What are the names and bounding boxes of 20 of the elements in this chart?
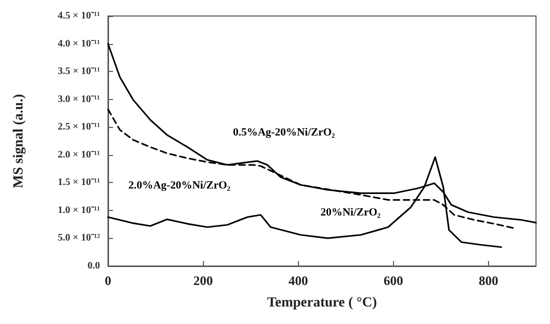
y-tick-label: 5.0 × 10⁻¹² (58, 232, 100, 244)
x-tick-label: 400 (288, 273, 308, 288)
y-tick-label: 2.5 × 10⁻¹¹ (58, 122, 100, 133)
y-tick-label: 1.5 × 10⁻¹¹ (58, 177, 100, 188)
x-axis-title: Temperature ( °C) (267, 296, 378, 310)
y-tick-label: 2.0 × 10⁻¹¹ (58, 149, 100, 160)
series-label: 2.0%Ag-20%Ni/ZrO₂ (128, 179, 232, 192)
x-tick-label: 0 (104, 273, 112, 288)
x-tick-label: 800 (478, 273, 498, 288)
y-tick-label: 3.0 × 10⁻¹¹ (58, 94, 100, 105)
y-tick-label: 4.0 × 10⁻¹¹ (58, 38, 100, 50)
y-tick-label: 4.5 × 10⁻¹¹ (58, 10, 100, 22)
y-axis-title: MS signal (a.u.) (12, 94, 26, 188)
y-tick-label: 0.0 (88, 260, 100, 272)
series-label: 20%Ni/ZrO₂ (320, 206, 382, 219)
text: 0.5%Ag-20%Ni/ZrO₂ (232, 126, 336, 139)
y-tick-label: 1.0 × 10⁻¹¹ (58, 204, 100, 216)
y-tick-label: 3.5 × 10⁻¹¹ (58, 66, 100, 78)
x-tick-label: 200 (193, 273, 213, 288)
x-tick-label: 600 (384, 273, 404, 288)
